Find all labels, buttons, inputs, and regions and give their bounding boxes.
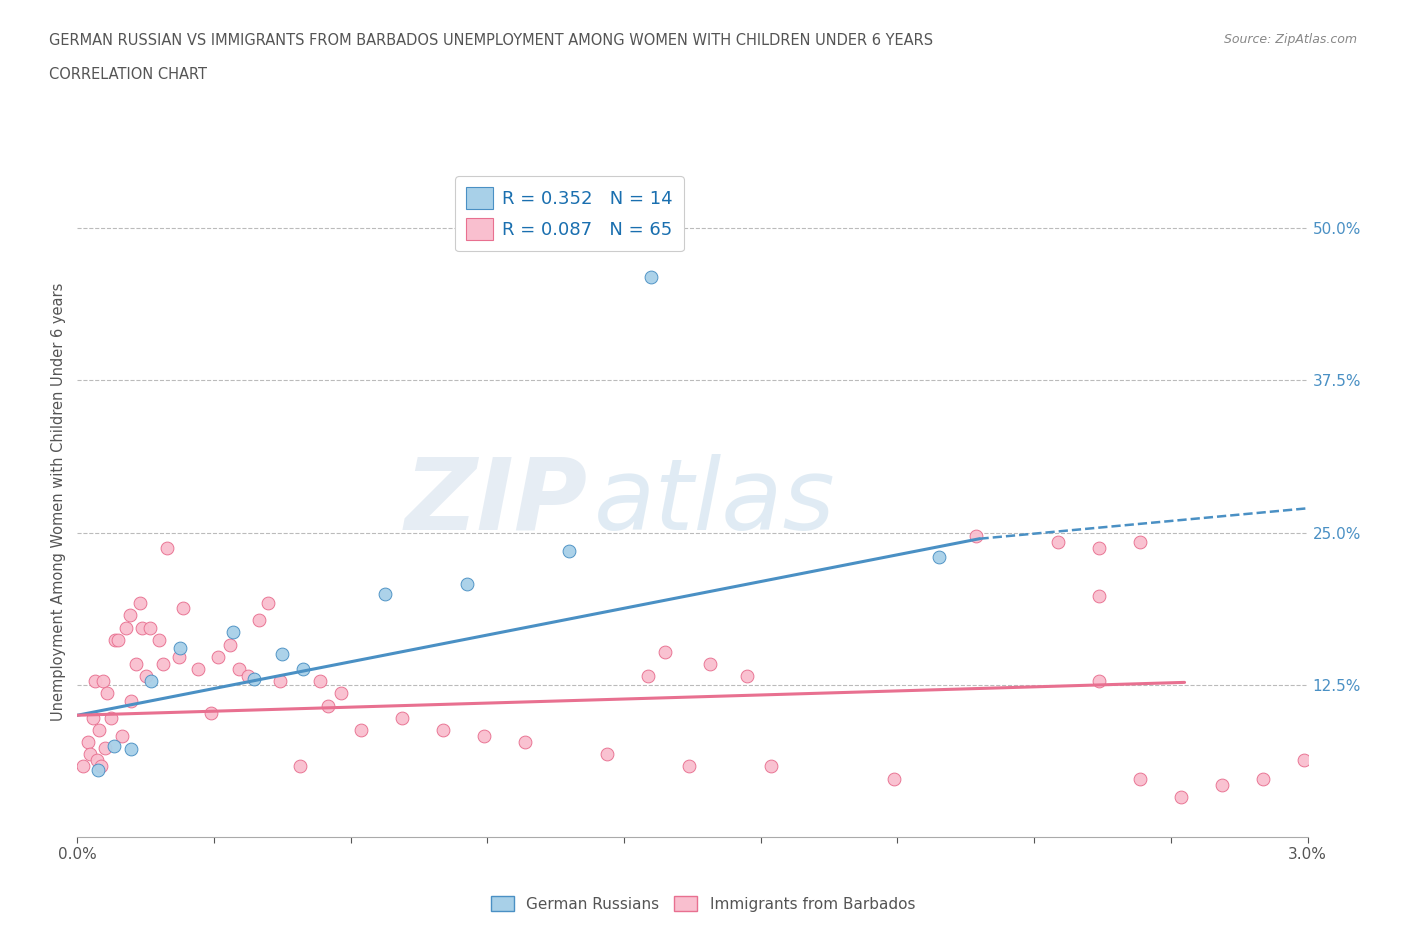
Point <box>169 641 191 656</box>
Legend: R = 0.352   N = 14, R = 0.087   N = 65: R = 0.352 N = 14, R = 0.087 N = 65 <box>456 177 683 251</box>
Point <box>391 711 413 725</box>
Point <box>350 723 373 737</box>
Point <box>883 771 905 786</box>
Point <box>1253 771 1275 786</box>
Point <box>236 669 259 684</box>
Point <box>1170 790 1192 804</box>
Point <box>94 740 117 755</box>
Point <box>79 747 101 762</box>
Point <box>121 693 143 708</box>
Point <box>257 596 280 611</box>
Point <box>87 763 110 777</box>
Point <box>141 673 163 688</box>
Text: CORRELATION CHART: CORRELATION CHART <box>49 67 207 82</box>
Point <box>242 671 264 686</box>
Point <box>156 541 179 556</box>
Point <box>103 738 125 753</box>
Point <box>678 759 700 774</box>
Point <box>207 649 229 664</box>
Point <box>83 673 105 688</box>
Point <box>596 747 619 762</box>
Point <box>148 632 170 647</box>
Point <box>1129 771 1152 786</box>
Point <box>269 673 291 688</box>
Point <box>247 613 270 628</box>
Point <box>172 601 194 616</box>
Point <box>114 620 136 635</box>
Point <box>735 669 758 684</box>
Point <box>374 586 396 601</box>
Point <box>1088 589 1111 604</box>
Point <box>96 686 118 701</box>
Point <box>187 661 209 676</box>
Point <box>309 673 332 688</box>
Point <box>222 625 245 640</box>
Point <box>107 632 129 647</box>
Point <box>291 661 314 676</box>
Point <box>456 577 478 591</box>
Point <box>124 657 146 671</box>
Point <box>128 596 150 611</box>
Point <box>118 608 141 623</box>
Point <box>86 753 108 768</box>
Point <box>1211 777 1233 792</box>
Point <box>139 620 162 635</box>
Point <box>100 711 122 725</box>
Point <box>558 543 581 558</box>
Y-axis label: Unemployment Among Women with Children Under 6 years: Unemployment Among Women with Children U… <box>51 283 66 722</box>
Point <box>965 529 987 544</box>
Point <box>219 637 242 652</box>
Point <box>654 644 676 659</box>
Point <box>640 270 662 285</box>
Point <box>90 759 112 774</box>
Point <box>111 728 132 743</box>
Text: ZIP: ZIP <box>405 454 588 551</box>
Text: Source: ZipAtlas.com: Source: ZipAtlas.com <box>1223 33 1357 46</box>
Point <box>200 705 222 720</box>
Point <box>152 657 174 671</box>
Legend: German Russians, Immigrants from Barbados: German Russians, Immigrants from Barbado… <box>485 889 921 918</box>
Point <box>76 735 98 750</box>
Point <box>1294 753 1316 768</box>
Point <box>1047 535 1070 550</box>
Point <box>1088 541 1111 556</box>
Text: atlas: atlas <box>595 454 835 551</box>
Point <box>82 711 104 725</box>
Point <box>72 759 94 774</box>
Point <box>761 759 783 774</box>
Point <box>515 735 537 750</box>
Point <box>928 550 950 565</box>
Point <box>1088 673 1111 688</box>
Point <box>91 673 114 688</box>
Point <box>131 620 153 635</box>
Point <box>1129 535 1152 550</box>
Point <box>288 759 311 774</box>
Point <box>271 647 294 662</box>
Point <box>432 723 454 737</box>
Point <box>104 632 127 647</box>
Text: GERMAN RUSSIAN VS IMMIGRANTS FROM BARBADOS UNEMPLOYMENT AMONG WOMEN WITH CHILDRE: GERMAN RUSSIAN VS IMMIGRANTS FROM BARBAD… <box>49 33 934 47</box>
Point <box>228 661 250 676</box>
Point <box>135 669 157 684</box>
Point <box>329 686 352 701</box>
Point <box>699 657 721 671</box>
Point <box>318 698 340 713</box>
Point <box>87 723 110 737</box>
Point <box>472 728 495 743</box>
Point <box>120 742 142 757</box>
Point <box>167 649 190 664</box>
Point <box>637 669 659 684</box>
